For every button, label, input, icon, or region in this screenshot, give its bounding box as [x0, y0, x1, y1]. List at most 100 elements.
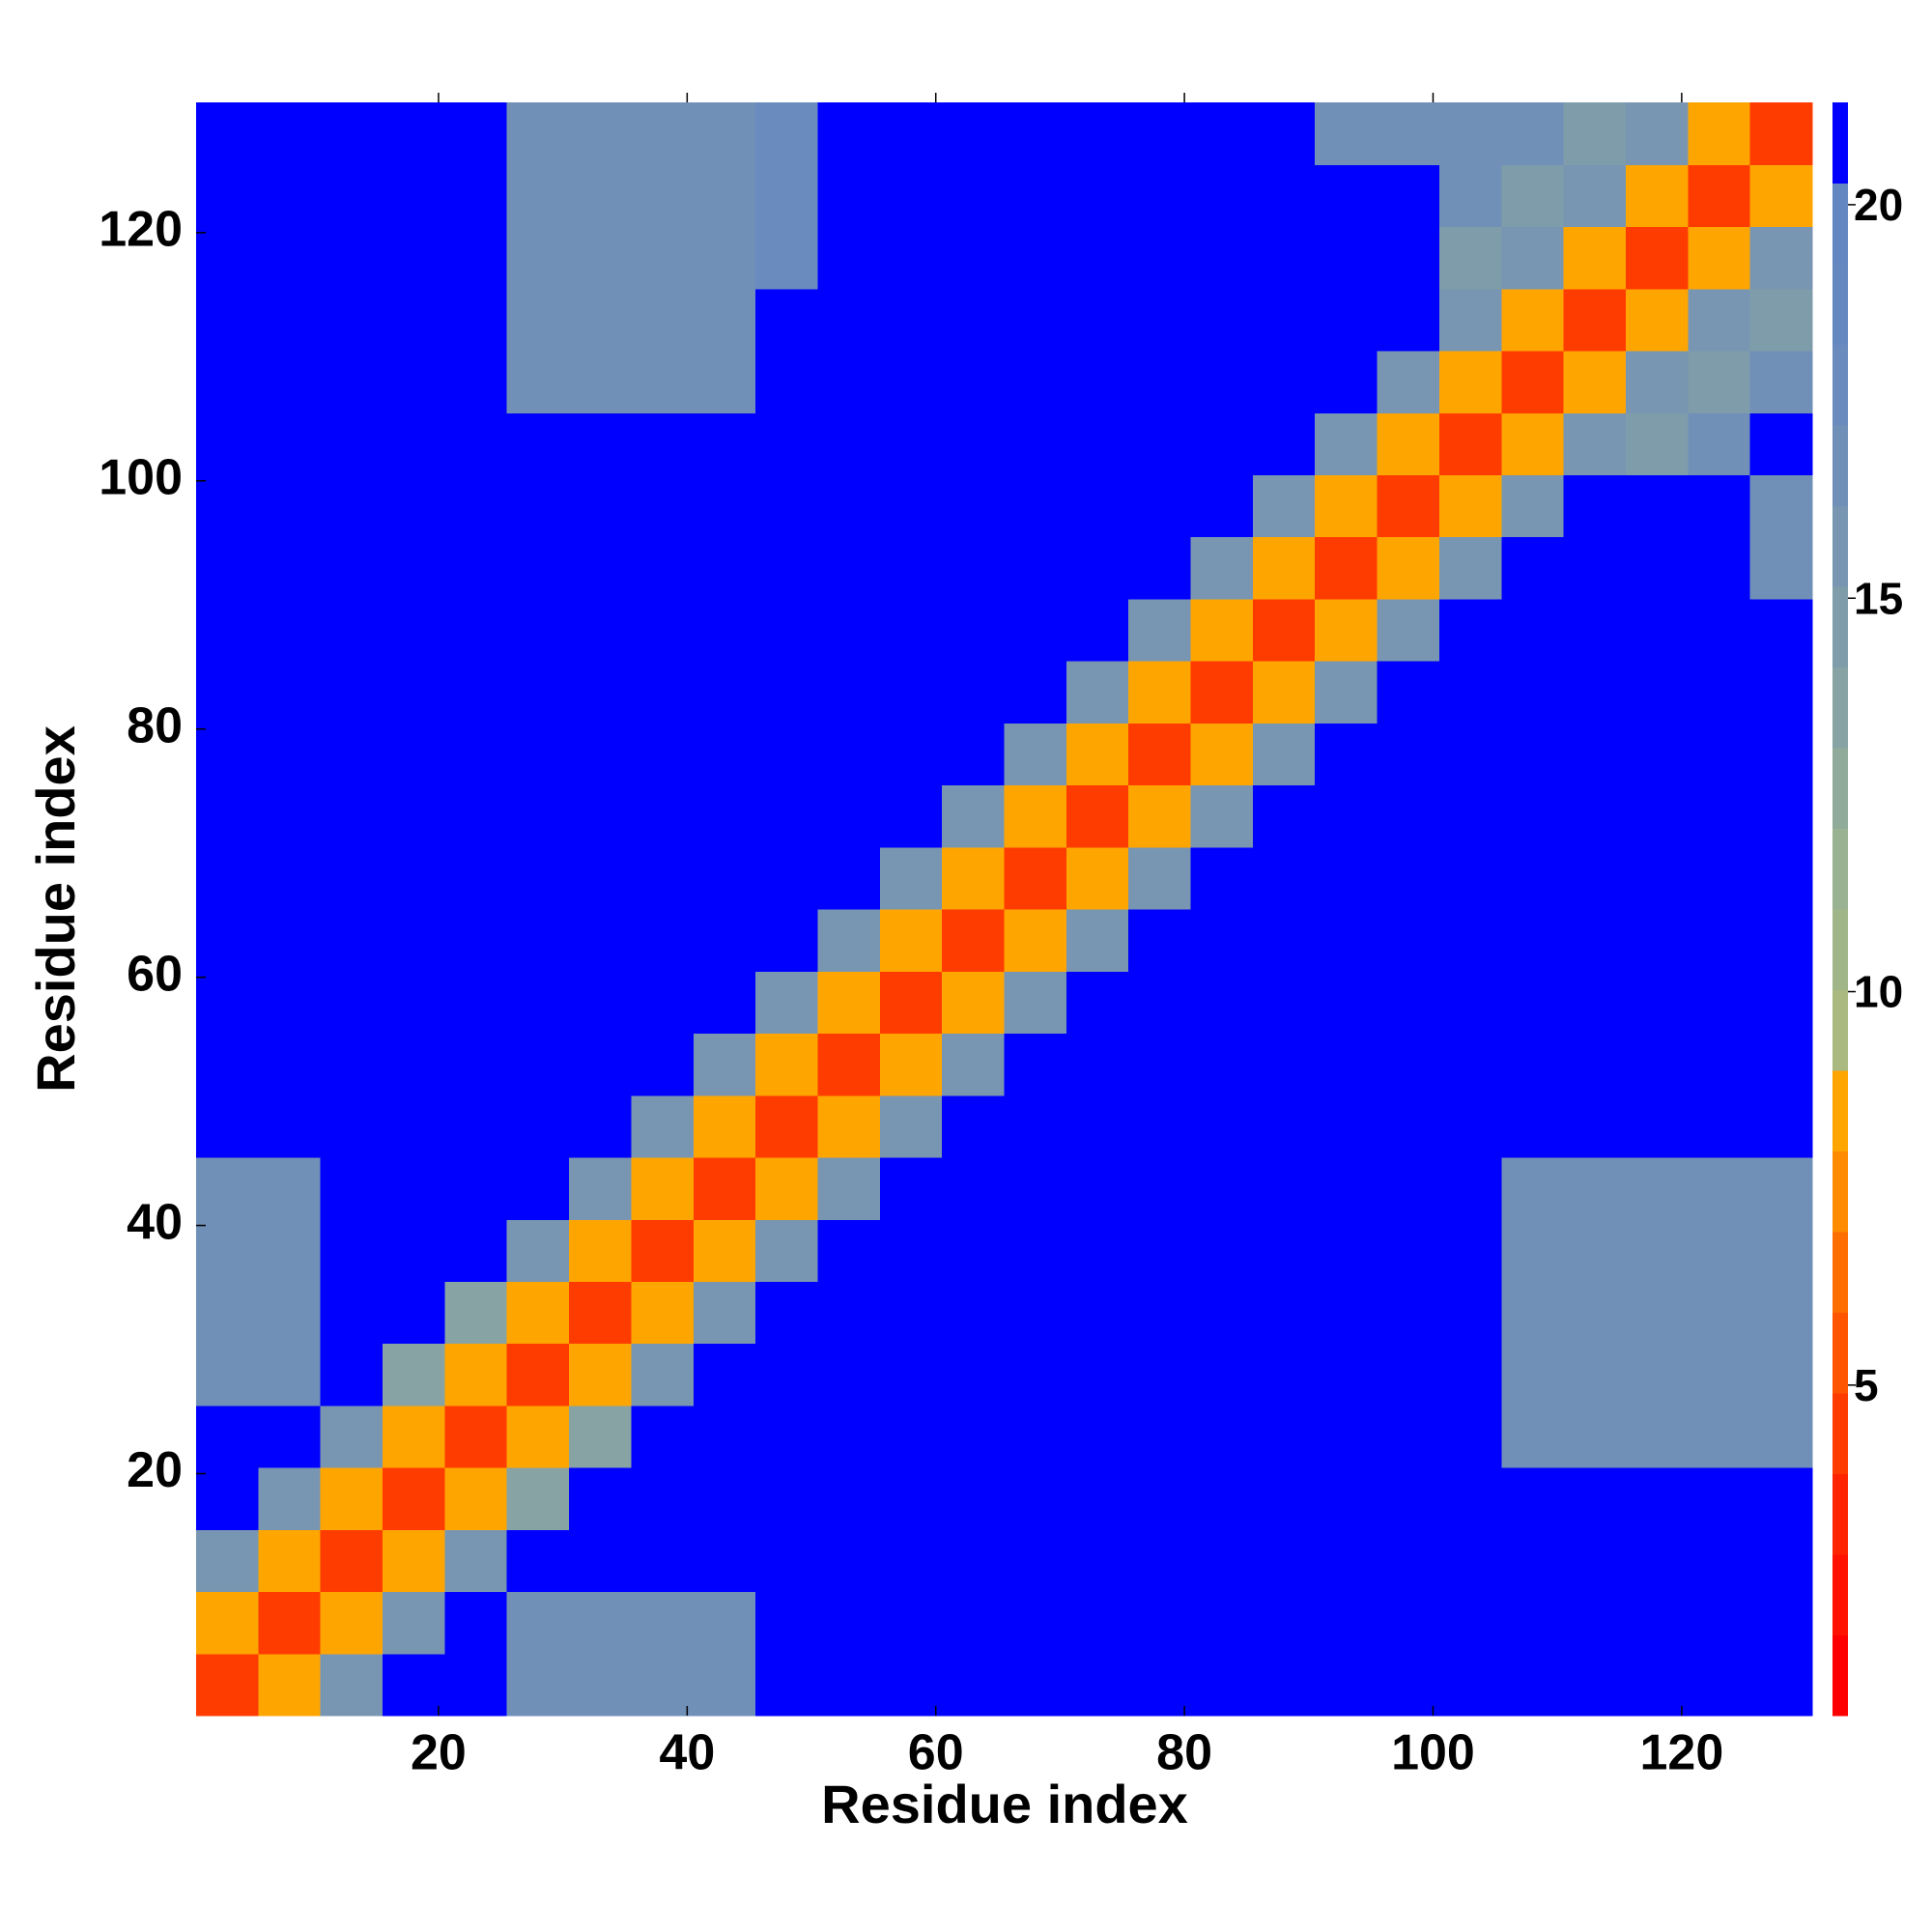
- heatmap-cell: [1065, 1156, 1129, 1220]
- heatmap-cell: [196, 474, 259, 538]
- heatmap-cell: [1190, 164, 1254, 228]
- heatmap-cells: [196, 102, 1813, 1717]
- heatmap-cell: [1065, 784, 1129, 848]
- heatmap-cell: [320, 164, 384, 228]
- heatmap-cell: [258, 1156, 322, 1220]
- colorbar-band: [1833, 667, 1848, 749]
- heatmap-cell: [1128, 846, 1192, 910]
- heatmap-cell: [320, 784, 384, 848]
- heatmap-cell: [444, 598, 508, 662]
- heatmap-cell: [1004, 971, 1067, 1035]
- heatmap-cell: [755, 1033, 819, 1096]
- heatmap-cell: [755, 350, 819, 413]
- heatmap-cell: [1563, 350, 1627, 413]
- heatmap-cell: [942, 226, 1006, 290]
- heatmap-cell: [1438, 102, 1502, 165]
- heatmap-cell: [1315, 164, 1378, 228]
- heatmap-cell: [1190, 723, 1254, 786]
- heatmap-cell: [1501, 1033, 1565, 1096]
- heatmap-cell: [569, 784, 633, 848]
- heatmap-cell: [569, 164, 633, 228]
- heatmap-cell: [693, 1591, 756, 1655]
- heatmap-cell: [1004, 723, 1067, 786]
- heatmap-cell: [1688, 1653, 1751, 1717]
- heatmap-cell: [569, 1033, 633, 1096]
- heatmap-cell: [817, 598, 881, 662]
- heatmap-cell: [1377, 350, 1440, 413]
- heatmap-cell: [1625, 909, 1689, 972]
- heatmap-cell: [383, 536, 445, 600]
- colorbar-tick-label: 10: [1854, 967, 1903, 1017]
- heatmap-cell: [1625, 971, 1689, 1035]
- heatmap-cell: [1749, 1219, 1813, 1282]
- heatmap-cell: [1438, 661, 1502, 724]
- colorbar-band: [1833, 1070, 1848, 1151]
- heatmap-cell: [755, 1219, 819, 1282]
- heatmap-cell: [1377, 1343, 1440, 1406]
- heatmap-cell: [569, 474, 633, 538]
- heatmap-cell: [755, 661, 819, 724]
- heatmap-cell: [631, 1281, 695, 1345]
- heatmap-cell: [1625, 288, 1689, 352]
- heatmap-cell: [1190, 350, 1254, 413]
- heatmap-cell: [320, 102, 384, 165]
- x-tick-label: 120: [1639, 1725, 1723, 1781]
- heatmap-cell: [1377, 1156, 1440, 1220]
- heatmap-cell: [196, 1219, 259, 1282]
- heatmap-cell: [1377, 909, 1440, 972]
- heatmap-cell: [1501, 350, 1565, 413]
- heatmap-cell: [1749, 226, 1813, 290]
- heatmap-cell: [444, 1033, 508, 1096]
- heatmap-cell: [1501, 909, 1565, 972]
- heatmap-cell: [1438, 1033, 1502, 1096]
- heatmap-cell: [631, 1591, 695, 1655]
- heatmap-cell: [1688, 164, 1751, 228]
- heatmap-cell: [879, 226, 943, 290]
- heatmap-cell: [879, 909, 943, 972]
- heatmap-cell: [1128, 102, 1192, 165]
- heatmap-cell: [1377, 1591, 1440, 1655]
- heatmap-cell: [258, 1529, 322, 1593]
- heatmap-cell: [1065, 723, 1129, 786]
- heatmap-cell: [1377, 536, 1440, 600]
- heatmap-cell: [1190, 288, 1254, 352]
- heatmap-cell: [1438, 412, 1502, 475]
- heatmap-cell: [1377, 164, 1440, 228]
- heatmap-cell: [1688, 1591, 1751, 1655]
- heatmap-cell: [1004, 102, 1067, 165]
- heatmap-cell: [1004, 1094, 1067, 1158]
- heatmap-cell: [1004, 598, 1067, 662]
- heatmap-cell: [942, 598, 1006, 662]
- heatmap-cell: [631, 474, 695, 538]
- heatmap-cell: [1688, 1156, 1751, 1220]
- heatmap-cell: [444, 971, 508, 1035]
- heatmap-cell: [444, 1653, 508, 1717]
- heatmap-cell: [879, 1529, 943, 1593]
- heatmap-cell: [1501, 661, 1565, 724]
- heatmap-cell: [258, 164, 322, 228]
- heatmap-cell: [1190, 1405, 1254, 1468]
- heatmap-cell: [1128, 1653, 1192, 1717]
- heatmap-cell: [196, 226, 259, 290]
- colorbar-tick-label: 15: [1854, 573, 1903, 623]
- heatmap-cell: [383, 723, 445, 786]
- heatmap-cell: [693, 1405, 756, 1468]
- heatmap-cell: [1688, 723, 1751, 786]
- heatmap-cell: [1501, 412, 1565, 475]
- heatmap-cell: [817, 723, 881, 786]
- heatmap-cell: [506, 350, 570, 413]
- heatmap-cell: [1625, 164, 1689, 228]
- heatmap-cell: [1749, 412, 1813, 475]
- heatmap-cell: [1377, 661, 1440, 724]
- heatmap-cell: [942, 1281, 1006, 1345]
- heatmap-cell: [196, 536, 259, 600]
- heatmap-cell: [817, 661, 881, 724]
- heatmap-cell: [631, 350, 695, 413]
- heatmap-cell: [1315, 846, 1378, 910]
- heatmap-cell: [506, 1405, 570, 1468]
- heatmap-cell: [1252, 1033, 1316, 1096]
- heatmap-cell: [1252, 1094, 1316, 1158]
- heatmap-cell: [1190, 1343, 1254, 1406]
- heatmap-cell: [1128, 226, 1192, 290]
- heatmap-cell: [320, 1343, 384, 1406]
